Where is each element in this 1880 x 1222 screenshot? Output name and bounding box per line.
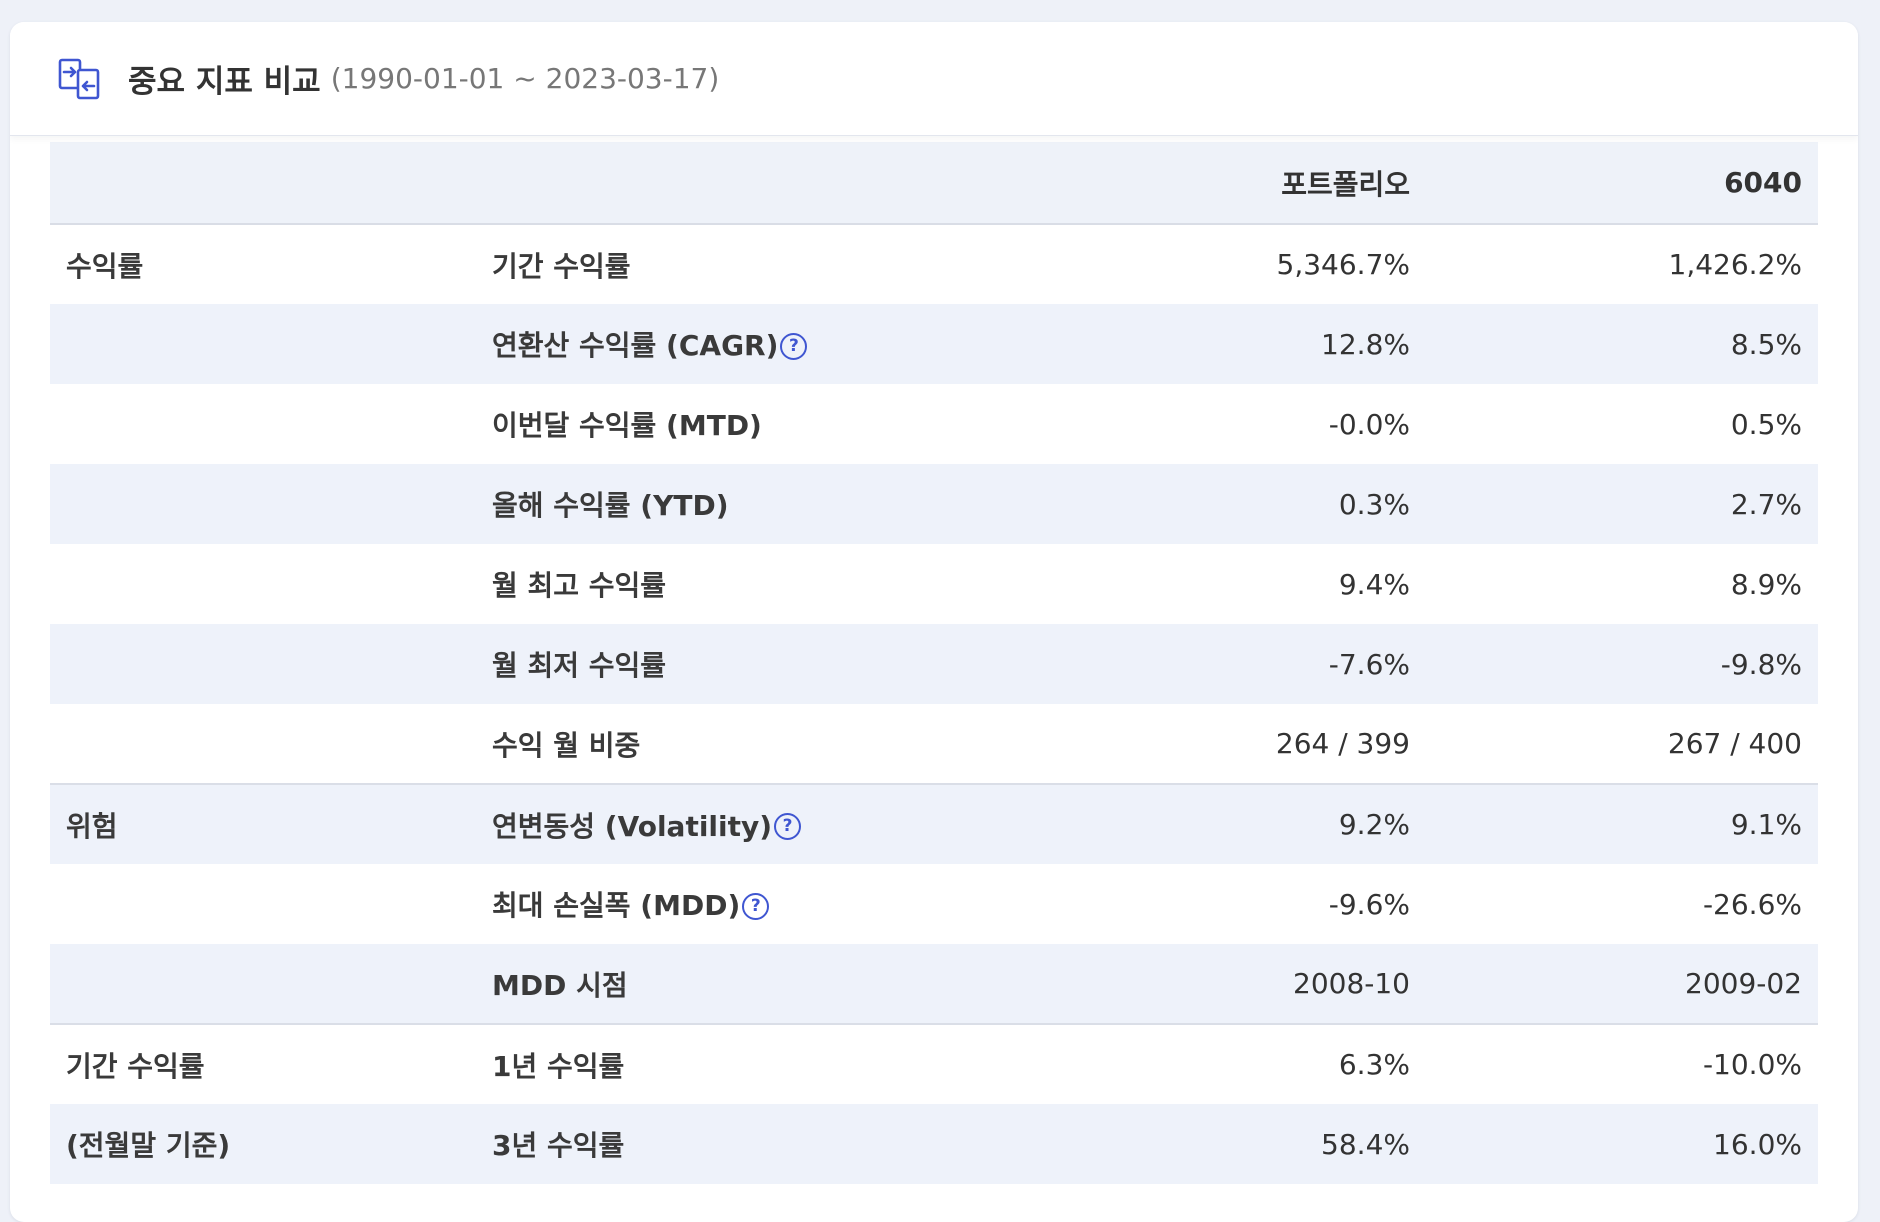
portfolio-value: -9.6% [1328, 887, 1410, 921]
portfolio-value: 264 / 399 [1275, 727, 1410, 760]
table-header-row: 포트폴리오 6040 [50, 142, 1818, 225]
column-header-group [50, 142, 492, 225]
portfolio-value: 6.3% [952, 1023, 1410, 1104]
table-row: 최대 손실폭 (MDD)? -9.6% -26.6% [50, 864, 1818, 944]
row-group-label [50, 864, 492, 944]
row-group-label [50, 624, 492, 704]
table-row: 월 최고 수익률 9.4% 8.9% [50, 544, 1818, 624]
metrics-table: 포트폴리오 6040 수익률 기간 수익률 5,346.7% 1,426.2% … [50, 142, 1818, 1184]
row-metric-label: MDD 시점 [492, 944, 952, 1024]
column-header-metric [492, 142, 952, 225]
row-metric-label: 연환산 수익률 (CAGR)? [492, 304, 952, 384]
card-header: 중요 지표 비교 (1990-01-01 ~ 2023-03-17) [10, 22, 1858, 136]
portfolio-value: 12.8% [952, 304, 1410, 384]
row-group-label [50, 384, 492, 464]
table-row: 올해 수익률 (YTD) 0.3% 2.7% [50, 464, 1818, 544]
row-group-label [50, 544, 492, 624]
portfolio-value: 9.2% [952, 783, 1410, 864]
benchmark-value: 267 / 400 [1667, 727, 1802, 760]
row-metric-label: 최대 손실폭 (MDD)? [492, 864, 952, 944]
table-row: 월 최저 수익률 -7.6% -9.8% [50, 624, 1818, 704]
help-icon[interactable]: ? [742, 892, 770, 920]
row-metric-label: 수익 월 비중 [492, 728, 641, 762]
table-row: (전월말 기준) 3년 수익률 58.4% 16.0% [50, 1104, 1818, 1184]
portfolio-value: 9.4% [1338, 567, 1410, 601]
benchmark-value: -10.0% [1410, 1023, 1818, 1104]
benchmark-value: 16.0% [1410, 1104, 1818, 1184]
row-group-label: (전월말 기준) [50, 1104, 492, 1184]
benchmark-value: 2009-02 [1410, 944, 1818, 1024]
metrics-table-wrapper: 포트폴리오 6040 수익률 기간 수익률 5,346.7% 1,426.2% … [50, 142, 1818, 1184]
table-row: 수익 월 비중 264 / 399 267 / 400 [50, 704, 1818, 784]
portfolio-value: 0.3% [952, 464, 1410, 544]
card-title: 중요 지표 비교 [128, 64, 321, 100]
compare-arrows-icon [56, 56, 102, 102]
table-row: 수익률 기간 수익률 5,346.7% 1,426.2% [50, 224, 1818, 304]
benchmark-value: 8.5% [1410, 304, 1818, 384]
portfolio-value: 58.4% [952, 1104, 1410, 1184]
benchmark-value: 9.1% [1410, 783, 1818, 864]
portfolio-value: -7.6% [952, 624, 1410, 704]
row-group-label: 기간 수익률 [50, 1023, 492, 1104]
date-range: (1990-01-01 ~ 2023-03-17) [330, 62, 720, 95]
benchmark-value: 8.9% [1730, 567, 1802, 601]
benchmark-value: 2.7% [1410, 464, 1818, 544]
help-icon[interactable]: ? [774, 813, 802, 841]
table-row: MDD 시점 2008-10 2009-02 [50, 944, 1818, 1024]
portfolio-value: 5,346.7% [1276, 248, 1410, 281]
row-metric-label: 월 최고 수익률 [492, 569, 667, 602]
row-metric-label: 기간 수익률 [492, 249, 631, 283]
column-header-portfolio: 포트폴리오 [952, 142, 1410, 225]
column-header-benchmark: 6040 [1410, 142, 1818, 225]
row-metric-label: 3년 수익률 [492, 1104, 952, 1184]
benchmark-value: -26.6% [1702, 887, 1802, 921]
table-row: 위험 연변동성 (Volatility)? 9.2% 9.1% [50, 783, 1818, 864]
row-metric-label: 월 최저 수익률 [492, 624, 952, 704]
row-group-label: 위험 [50, 783, 492, 864]
portfolio-value: 2008-10 [952, 944, 1410, 1024]
table-row: 이번달 수익률 (MTD) -0.0% 0.5% [50, 384, 1818, 464]
row-group-label: 수익률 [66, 249, 144, 283]
benchmark-value: 1,426.2% [1668, 248, 1802, 281]
row-metric-label: 연변동성 (Volatility)? [492, 783, 952, 864]
row-metric-label: 이번달 수익률 (MTD) [492, 409, 762, 442]
row-group-label [50, 944, 492, 1024]
row-group-label [50, 464, 492, 544]
help-icon[interactable]: ? [780, 332, 808, 360]
table-row: 연환산 수익률 (CAGR)? 12.8% 8.5% [50, 304, 1818, 384]
table-row: 기간 수익률 1년 수익률 6.3% -10.0% [50, 1023, 1818, 1104]
row-metric-label: 올해 수익률 (YTD) [492, 464, 952, 544]
row-metric-label: 1년 수익률 [492, 1023, 952, 1104]
benchmark-value: 0.5% [1730, 407, 1802, 441]
row-group-label [50, 304, 492, 384]
metrics-comparison-card: 중요 지표 비교 (1990-01-01 ~ 2023-03-17) 포트폴리오… [10, 22, 1858, 1222]
row-group-label [50, 704, 492, 784]
benchmark-value: -9.8% [1410, 624, 1818, 704]
portfolio-value: -0.0% [1328, 407, 1410, 441]
